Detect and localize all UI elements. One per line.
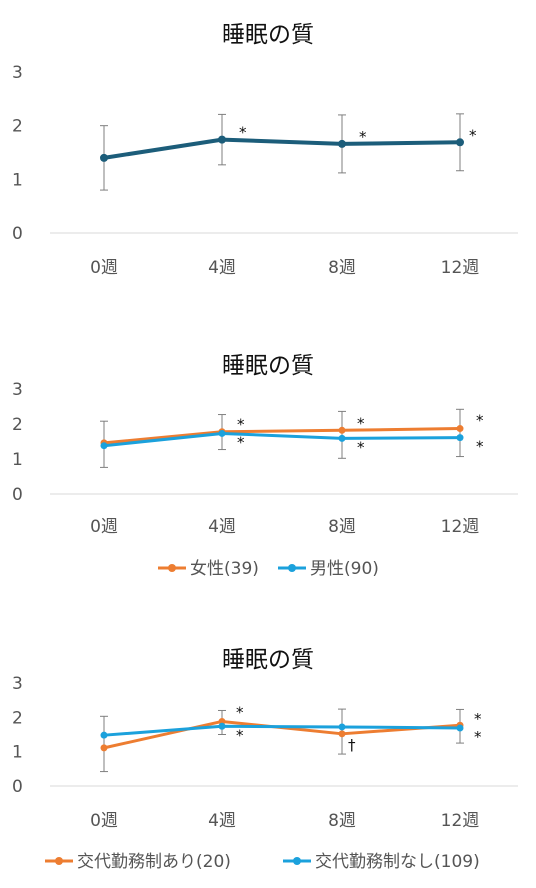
data-point bbox=[338, 723, 346, 731]
y-tick-label: 0 bbox=[12, 777, 23, 797]
data-point bbox=[338, 139, 346, 148]
x-tick-label: 12週 bbox=[441, 258, 480, 278]
significance-mark: * bbox=[237, 433, 245, 451]
significance-mark: * bbox=[357, 438, 365, 456]
data-point bbox=[338, 426, 346, 434]
legend-marker bbox=[168, 564, 176, 572]
significance-mark: * bbox=[357, 414, 365, 432]
x-tick-label: 12週 bbox=[441, 517, 480, 537]
data-point bbox=[456, 425, 464, 433]
y-tick-label: 0 bbox=[12, 485, 23, 505]
data-point bbox=[100, 153, 108, 162]
significance-mark: * bbox=[239, 124, 247, 142]
significance-mark: * bbox=[236, 703, 244, 721]
data-point bbox=[456, 434, 464, 442]
legend-marker bbox=[288, 564, 296, 572]
data-point bbox=[218, 135, 226, 144]
data-point bbox=[456, 724, 464, 732]
data-point bbox=[100, 731, 108, 739]
chart-title: 睡眠の質 bbox=[222, 22, 314, 48]
x-tick-label: 8週 bbox=[328, 811, 356, 831]
significance-mark: * bbox=[476, 438, 484, 456]
significance-mark: * bbox=[359, 128, 367, 146]
data-point bbox=[218, 429, 226, 437]
legend-label: 男性(90) bbox=[310, 559, 379, 579]
data-point bbox=[338, 730, 346, 738]
data-point bbox=[218, 717, 226, 725]
legend-label: 女性(39) bbox=[190, 559, 259, 579]
sleep-quality-chart-overall: 睡眠の質 0 1 2 3 0週 4週 8週 12週 * * * bbox=[12, 22, 518, 278]
significance-mark: * bbox=[236, 726, 244, 744]
series-line bbox=[103, 724, 461, 737]
x-tick-label: 4週 bbox=[208, 258, 236, 278]
y-tick-label: 3 bbox=[12, 63, 23, 83]
chart-title: 睡眠の質 bbox=[222, 353, 314, 379]
x-tick-label: 8週 bbox=[328, 258, 356, 278]
y-tick-label: 2 bbox=[12, 415, 23, 435]
data-point bbox=[100, 442, 108, 450]
x-tick-label: 4週 bbox=[208, 517, 236, 537]
significance-mark: * bbox=[474, 728, 482, 746]
y-tick-label: 1 bbox=[12, 450, 23, 470]
data-point bbox=[338, 434, 346, 442]
y-tick-label: 1 bbox=[12, 743, 23, 763]
y-tick-label: 2 bbox=[12, 117, 23, 137]
y-tick-label: 2 bbox=[12, 708, 23, 728]
y-tick-label: 3 bbox=[12, 380, 23, 400]
significance-mark: * bbox=[469, 126, 477, 144]
x-tick-label: 0週 bbox=[90, 811, 118, 831]
legend-marker bbox=[55, 857, 63, 865]
significance-mark: * bbox=[476, 412, 484, 430]
series-line bbox=[103, 427, 461, 445]
data-point bbox=[100, 744, 108, 752]
significance-mark: † bbox=[348, 736, 356, 754]
chart-title: 睡眠の質 bbox=[222, 647, 314, 673]
x-tick-label: 0週 bbox=[90, 258, 118, 278]
legend-label: 交代勤務制あり(20) bbox=[77, 852, 231, 872]
significance-mark: * bbox=[237, 416, 245, 434]
y-tick-label: 3 bbox=[12, 674, 23, 694]
data-point bbox=[456, 138, 464, 147]
significance-mark: * bbox=[474, 710, 482, 728]
legend-label: 交代勤務制なし(109) bbox=[315, 852, 480, 872]
data-point bbox=[218, 722, 226, 730]
y-tick-label: 0 bbox=[12, 224, 23, 244]
x-tick-label: 8週 bbox=[328, 517, 356, 537]
y-tick-label: 1 bbox=[12, 170, 23, 190]
x-tick-label: 0週 bbox=[90, 517, 118, 537]
series-line bbox=[103, 431, 461, 448]
x-tick-label: 4週 bbox=[208, 811, 236, 831]
series-line bbox=[103, 137, 461, 160]
legend-marker bbox=[293, 857, 301, 865]
x-tick-label: 12週 bbox=[441, 811, 480, 831]
